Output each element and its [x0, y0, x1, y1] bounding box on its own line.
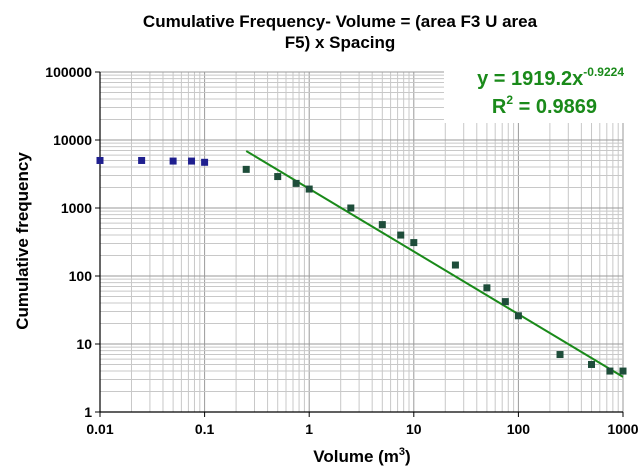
- x-axis-label: Volume (m3): [313, 446, 410, 466]
- data-point-series1: [188, 157, 196, 165]
- y-axis-label: Cumulative frequency: [13, 152, 32, 330]
- data-point-series2: [347, 204, 355, 212]
- x-axis-label-text: Volume (m: [313, 447, 399, 466]
- data-point-series2: [556, 351, 564, 359]
- data-point-series1: [138, 156, 146, 164]
- data-point-series1: [201, 158, 209, 166]
- x-tick-label: 0.01: [86, 421, 113, 437]
- data-point-series2: [501, 298, 509, 306]
- data-point-series2: [274, 173, 282, 181]
- r2-prefix: R: [492, 96, 507, 118]
- chart-title-line2: F5) x Spacing: [285, 33, 396, 52]
- data-point-series2: [514, 312, 522, 320]
- y-tick-label: 10000: [53, 132, 92, 148]
- x-axis-label-end: ): [405, 447, 411, 466]
- data-point-series2: [483, 284, 491, 292]
- y-tick-label: 100: [69, 268, 93, 284]
- y-tick-labels: 1 10 100 1000 10000 100000: [45, 64, 92, 420]
- data-point-series2: [451, 261, 459, 269]
- r2-sup: 2: [506, 93, 513, 107]
- data-point-series2: [292, 179, 300, 187]
- equation-exponent: -0.9224: [583, 65, 624, 79]
- r-squared: R2 = 0.9869: [492, 93, 597, 118]
- grid: [99, 71, 624, 413]
- data-point-series2: [305, 185, 313, 193]
- equation-background: [444, 59, 630, 123]
- x-tick-labels: 0.01 0.1 1 10 100 1000: [86, 421, 638, 437]
- x-tick-label: 10: [406, 421, 422, 437]
- x-tick-label: 1000: [607, 421, 638, 437]
- points-group: [96, 156, 627, 375]
- trendline: [245, 150, 624, 378]
- y-tick-label: 1000: [61, 200, 92, 216]
- axes: [95, 71, 624, 417]
- r2-suffix: = 0.9869: [513, 96, 597, 118]
- x-tick-label: 1: [305, 421, 313, 437]
- chart-title-line1: Cumulative Frequency- Volume = (area F3 …: [143, 12, 538, 31]
- data-point-series1: [96, 156, 104, 164]
- data-point-series2: [588, 360, 596, 368]
- y-tick-label: 100000: [45, 64, 92, 80]
- trendline-equation: y = 1919.2x-0.9224: [477, 65, 624, 90]
- y-tick-label: 10: [76, 336, 92, 352]
- data-point-series2: [397, 231, 405, 239]
- equation-prefix: y = 1919.2x: [477, 68, 583, 90]
- data-point-series2: [606, 367, 614, 375]
- equation-box: y = 1919.2x-0.9224 R2 = 0.9869: [444, 59, 630, 123]
- data-point-series2: [242, 165, 250, 173]
- data-point-series2: [378, 221, 386, 229]
- trendline-group: [245, 150, 624, 378]
- x-axis-label-sup: 3: [399, 446, 405, 458]
- data-point-series1: [169, 157, 177, 165]
- x-tick-label: 100: [507, 421, 531, 437]
- y-tick-label: 1: [84, 404, 92, 420]
- x-tick-label: 0.1: [195, 421, 215, 437]
- data-point-series2: [410, 239, 418, 247]
- data-point-series2: [619, 367, 627, 375]
